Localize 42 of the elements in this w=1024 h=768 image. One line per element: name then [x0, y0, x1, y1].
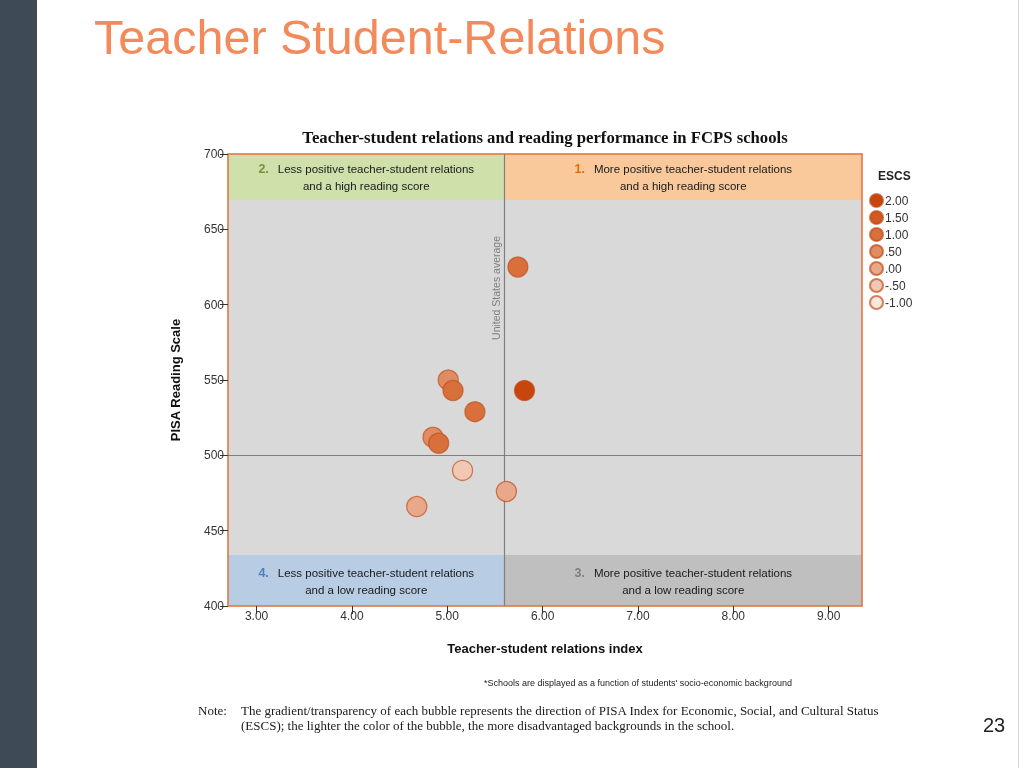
- y-tick-label: 700: [203, 147, 225, 161]
- point: [507, 256, 529, 278]
- y-tick-label: 400: [203, 599, 225, 613]
- legend-label: 2.00: [885, 193, 909, 208]
- x-tick-label: 9.00: [816, 609, 841, 623]
- text: Note: The gradient/transparency of each bubble represents the direction of PISA Index for Economic, Social, and Cultural Status (ESCS); the lighter the color of the bubble, the more disadvantaged backgrounds in the school.: [198, 703, 880, 733]
- legend-title: ESCS: [878, 169, 911, 183]
- y-tick-label: 600: [203, 297, 225, 312]
- x-tick-label: 8.00: [721, 609, 746, 623]
- point: [513, 379, 536, 402]
- x-axis-title: Teacher-student relations index: [447, 641, 644, 656]
- point: [442, 379, 464, 402]
- x-tick-label: 6.00: [530, 609, 555, 623]
- annotation: 1. More positive teacher-student relations and a high reading score: [573, 161, 794, 194]
- y-tick-label: 550: [203, 373, 225, 387]
- ref-line-label: United States average: [489, 235, 502, 340]
- text: 23: [983, 714, 1006, 737]
- legend-label: 1.00: [885, 227, 909, 242]
- y-tick-label: 450: [203, 523, 225, 538]
- chart-subtitle: Teacher-student relations and reading performance in FCPS schools: [302, 128, 789, 147]
- annotation: 4. Less positive teacher-student relations and a low reading score: [257, 564, 476, 598]
- x-tick-label: 3.00: [244, 609, 269, 623]
- y-tick-label: 650: [203, 222, 225, 237]
- point: [428, 432, 450, 454]
- point: [451, 459, 474, 482]
- x-tick-label: 4.00: [340, 609, 364, 623]
- point: [464, 400, 486, 423]
- legend-label: .00: [885, 261, 903, 276]
- x-tick-label: 5.00: [435, 609, 460, 623]
- chart-title: Teacher Student-Relations: [94, 9, 666, 64]
- legend-label: 1.50: [885, 210, 909, 225]
- annotation: 3. More positive teacher-student relations and a low reading score: [573, 564, 794, 598]
- text: *Schools are displayed as a function of students' socio-economic background: [484, 678, 792, 688]
- x-tick-label: 7.00: [626, 609, 650, 623]
- annotation: 2. Less positive teacher-student relations and a high reading score: [257, 161, 476, 194]
- legend-label: -.50: [885, 278, 906, 293]
- y-tick-label: 500: [203, 448, 225, 463]
- legend-label: -1.00: [885, 295, 913, 310]
- point: [495, 480, 518, 503]
- point: [406, 495, 428, 518]
- legend-label: .50: [885, 244, 903, 259]
- y-axis-title: PISA Reading Scale: [168, 318, 183, 442]
